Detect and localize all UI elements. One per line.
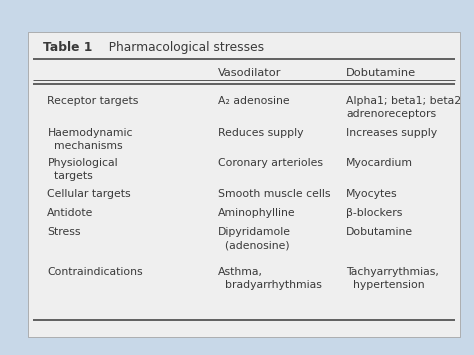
Text: Tachyarrythmias,
  hypertension: Tachyarrythmias, hypertension: [346, 267, 439, 290]
FancyBboxPatch shape: [28, 32, 460, 337]
Text: Vasodilator: Vasodilator: [218, 69, 282, 78]
Text: β-blockers: β-blockers: [346, 208, 402, 218]
Text: Asthma,
  bradyarrhythmias: Asthma, bradyarrhythmias: [218, 267, 322, 290]
Text: Alpha1; beta1; beta2
adrenoreceptors: Alpha1; beta1; beta2 adrenoreceptors: [346, 96, 461, 119]
Text: Myocytes: Myocytes: [346, 189, 398, 199]
Text: Cellular targets: Cellular targets: [47, 189, 131, 199]
Text: Contraindications: Contraindications: [47, 267, 143, 277]
Text: Physiological
  targets: Physiological targets: [47, 158, 118, 181]
Text: Myocardium: Myocardium: [346, 158, 413, 168]
Text: Smooth muscle cells: Smooth muscle cells: [218, 189, 330, 199]
Text: Antidote: Antidote: [47, 208, 94, 218]
Text: Dobutamine: Dobutamine: [346, 227, 413, 237]
Text: Increases supply: Increases supply: [346, 128, 437, 138]
Text: Aminophylline: Aminophylline: [218, 208, 296, 218]
Text: Dipyridamole
  (adenosine): Dipyridamole (adenosine): [218, 227, 291, 250]
Text: Haemodynamic
  mechanisms: Haemodynamic mechanisms: [47, 128, 133, 151]
Text: Dobutamine: Dobutamine: [346, 69, 416, 78]
Text: Receptor targets: Receptor targets: [47, 96, 139, 106]
Text: Pharmacological stresses: Pharmacological stresses: [97, 42, 264, 54]
Text: Table 1: Table 1: [43, 42, 92, 54]
Text: Stress: Stress: [47, 227, 81, 237]
Text: A₂ adenosine: A₂ adenosine: [218, 96, 290, 106]
Text: Reduces supply: Reduces supply: [218, 128, 303, 138]
Text: Coronary arterioles: Coronary arterioles: [218, 158, 323, 168]
